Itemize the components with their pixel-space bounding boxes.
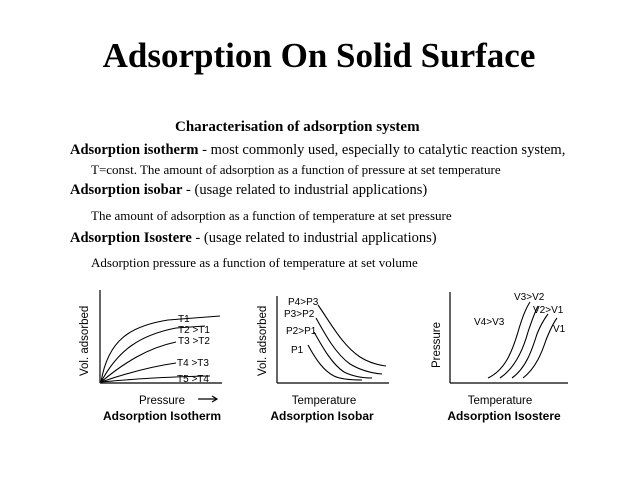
isostere-label-v1: V1	[553, 324, 566, 335]
isotherm-curve-t1	[100, 315, 221, 383]
isobar-curve-p4	[317, 304, 387, 367]
isostere-curve-v1	[522, 317, 558, 379]
isobar-label-p4: P4>P3	[288, 297, 319, 308]
isobar-label-p3: P3>P2	[284, 309, 315, 320]
isostere-description: Adsorption pressure as a function of tem…	[91, 255, 418, 270]
isotherm-x-label: Pressure	[139, 395, 185, 407]
isotherm-description: T=const. The amount of adsorption as a f…	[91, 162, 501, 177]
isotherm-curve-t5	[100, 375, 211, 383]
isotherm-label-t1: T1	[178, 314, 190, 325]
isobar-x-label: Temperature	[292, 395, 357, 407]
isotherm-term: Adsorption isotherm	[70, 142, 199, 158]
isostere-caption: Adsorption Isostere	[447, 409, 561, 423]
isostere-label-v2: V2>V1	[533, 305, 564, 316]
isotherm-caption: Adsorption Isotherm	[103, 409, 221, 423]
isotherm-curve-t4	[100, 362, 177, 383]
isobar-caption: Adsorption Isobar	[270, 409, 374, 423]
isobar-diagram: P4>P3 P3>P2 P2>P1 P1 Vol. adsorbed Tempe…	[257, 296, 389, 423]
isostere-label-v3: V3>V2	[514, 292, 545, 303]
isotherm-curve-t2	[100, 325, 206, 383]
isobar-curve-p3	[315, 317, 383, 375]
isotherm-label-t2: T2 >T1	[178, 325, 210, 336]
isobar-curve-p1	[307, 344, 363, 381]
isobar-curve-p2	[313, 331, 373, 379]
isotherm-note: - most commonly used, especially to cata…	[198, 142, 566, 158]
isostere-curve-v2	[511, 313, 549, 379]
isotherm-arrowhead-icon	[211, 395, 219, 403]
isotherm-diagram: T1 T2 >T1 T3 >T2 T4 >T3 T5 >T4 Vol. adso…	[79, 290, 222, 423]
isobar-note: - (usage related to industrial applicati…	[182, 182, 428, 198]
isostere-diagram: V3>V2 V2>V1 V4>V3 V1 Pressure Temperatur…	[431, 292, 568, 423]
isotherm-curve-t3	[100, 341, 177, 383]
isostere-y-label: Pressure	[431, 322, 443, 368]
isobar-term: Adsorption isobar	[70, 182, 183, 198]
isostere-term: Adsorption Isostere	[70, 230, 192, 246]
isobar-description: The amount of adsorption as a function o…	[91, 208, 452, 223]
isostere-term-line: Adsorption Isostere - (usage related to …	[70, 230, 437, 247]
isotherm-term-line: Adsorption isotherm - most commonly used…	[70, 142, 565, 159]
isostere-curve-v4	[487, 301, 531, 379]
isostere-x-label: Temperature	[468, 395, 533, 407]
isostere-curve-v3	[499, 305, 539, 379]
isostere-label-v4: V4>V3	[474, 317, 505, 328]
isobar-term-line: Adsorption isobar - (usage related to in…	[70, 182, 427, 199]
page-title: Adsorption On Solid Surface	[102, 36, 536, 75]
isotherm-y-label: Vol. adsorbed	[79, 306, 91, 376]
isobar-label-p2: P2>P1	[286, 326, 317, 337]
section-subtitle: Characterisation of adsorption system	[175, 119, 420, 135]
isotherm-label-t5: T5 >T4	[177, 374, 209, 385]
isostere-note: - (usage related to industrial applicati…	[191, 230, 437, 246]
isotherm-label-t4: T4 >T3	[177, 358, 209, 369]
isotherm-label-t3: T3 >T2	[178, 336, 210, 347]
isobar-y-label: Vol. adsorbed	[257, 306, 269, 376]
isobar-label-p1: P1	[291, 345, 304, 356]
